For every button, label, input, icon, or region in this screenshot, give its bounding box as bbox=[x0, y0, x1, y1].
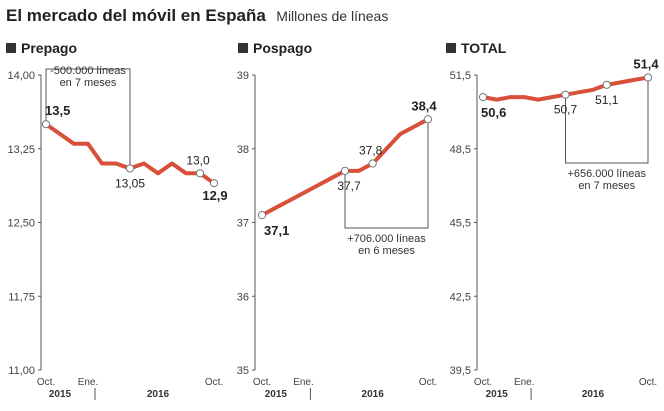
x-tick-label: Oct. bbox=[474, 377, 492, 388]
year-label: 2016 bbox=[362, 389, 385, 400]
y-tick-label: 42,5 bbox=[450, 291, 471, 303]
y-tick-label: 39 bbox=[237, 70, 249, 82]
y-tick-label: 14,00 bbox=[7, 70, 35, 82]
data-label: 51,1 bbox=[595, 93, 619, 107]
year-label: 2016 bbox=[582, 389, 605, 400]
chart-subtitle: Millones de líneas bbox=[276, 8, 389, 24]
panel-title: Prepago bbox=[21, 40, 77, 56]
y-tick-label: 51,5 bbox=[450, 70, 471, 82]
chart-title: El mercado del móvil en España bbox=[6, 6, 266, 25]
data-point-marker bbox=[561, 90, 570, 99]
data-label: 13,5 bbox=[45, 103, 70, 118]
data-label: 13,0 bbox=[186, 153, 210, 167]
data-label: 12,9 bbox=[202, 188, 227, 203]
data-label: 50,6 bbox=[481, 105, 506, 120]
year-label: 2015 bbox=[265, 389, 288, 400]
annotation-bracket bbox=[565, 77, 649, 164]
data-point-marker bbox=[423, 115, 433, 124]
x-tick-label: Oct. bbox=[205, 377, 223, 388]
data-label: 37,8 bbox=[359, 144, 383, 158]
data-label: 37,7 bbox=[337, 179, 361, 193]
x-tick-label: Ene. bbox=[514, 377, 535, 388]
y-tick-label: 35 bbox=[237, 365, 249, 377]
data-label: 13,05 bbox=[115, 176, 145, 190]
annotation-text: +656.000 líneas bbox=[567, 168, 646, 180]
annotation-bracket bbox=[344, 119, 429, 229]
panel-title-square-icon bbox=[238, 43, 248, 53]
y-tick-label: 12,50 bbox=[7, 218, 35, 230]
annotation-text: -500.000 líneas bbox=[50, 65, 126, 77]
x-tick-label: Oct. bbox=[253, 377, 271, 388]
y-tick-label: 48,5 bbox=[450, 144, 471, 156]
data-point-marker bbox=[643, 73, 653, 82]
panel-title-square-icon bbox=[6, 43, 16, 53]
x-tick-label: Ene. bbox=[293, 377, 314, 388]
data-label: 37,1 bbox=[264, 223, 289, 238]
y-tick-label: 38 bbox=[237, 144, 249, 156]
data-point-marker bbox=[340, 166, 350, 175]
y-tick-label: 37 bbox=[237, 218, 249, 230]
data-point-marker bbox=[209, 179, 219, 188]
data-point-marker bbox=[602, 80, 611, 89]
data-point-marker bbox=[478, 93, 488, 102]
x-tick-label: Oct. bbox=[419, 377, 437, 388]
year-label: 2015 bbox=[49, 389, 72, 400]
annotation-bracket bbox=[46, 68, 131, 169]
annotation-text: en 7 meses bbox=[60, 77, 117, 89]
data-point-marker bbox=[195, 169, 205, 178]
year-label: 2016 bbox=[147, 389, 170, 400]
data-point-marker bbox=[368, 159, 377, 168]
chart-header: El mercado del móvil en España Millones … bbox=[6, 6, 388, 26]
annotation-text: +706.000 líneas bbox=[347, 233, 426, 245]
x-tick-label: Oct. bbox=[639, 377, 657, 388]
y-tick-label: 11,75 bbox=[8, 291, 35, 303]
data-label: 38,4 bbox=[411, 98, 437, 113]
data-point-marker bbox=[257, 211, 267, 220]
y-tick-label: 39,5 bbox=[450, 365, 471, 377]
annotation-text: en 7 meses bbox=[578, 180, 635, 192]
y-tick-label: 36 bbox=[237, 291, 249, 303]
annotation-text: en 6 meses bbox=[358, 245, 415, 257]
x-tick-label: Oct. bbox=[37, 377, 55, 388]
panel-title: TOTAL bbox=[461, 40, 507, 56]
data-label: 50,7 bbox=[554, 103, 578, 117]
y-tick-label: 11,00 bbox=[8, 365, 35, 377]
data-point-marker bbox=[125, 164, 135, 173]
data-point-marker bbox=[41, 120, 51, 129]
y-tick-label: 45,5 bbox=[450, 218, 471, 230]
data-label: 51,4 bbox=[633, 56, 659, 71]
y-tick-label: 13,25 bbox=[7, 144, 35, 156]
panel-title: Pospago bbox=[253, 40, 312, 56]
x-tick-label: Ene. bbox=[78, 377, 99, 388]
panel-title-square-icon bbox=[446, 43, 456, 53]
year-label: 2015 bbox=[486, 389, 509, 400]
